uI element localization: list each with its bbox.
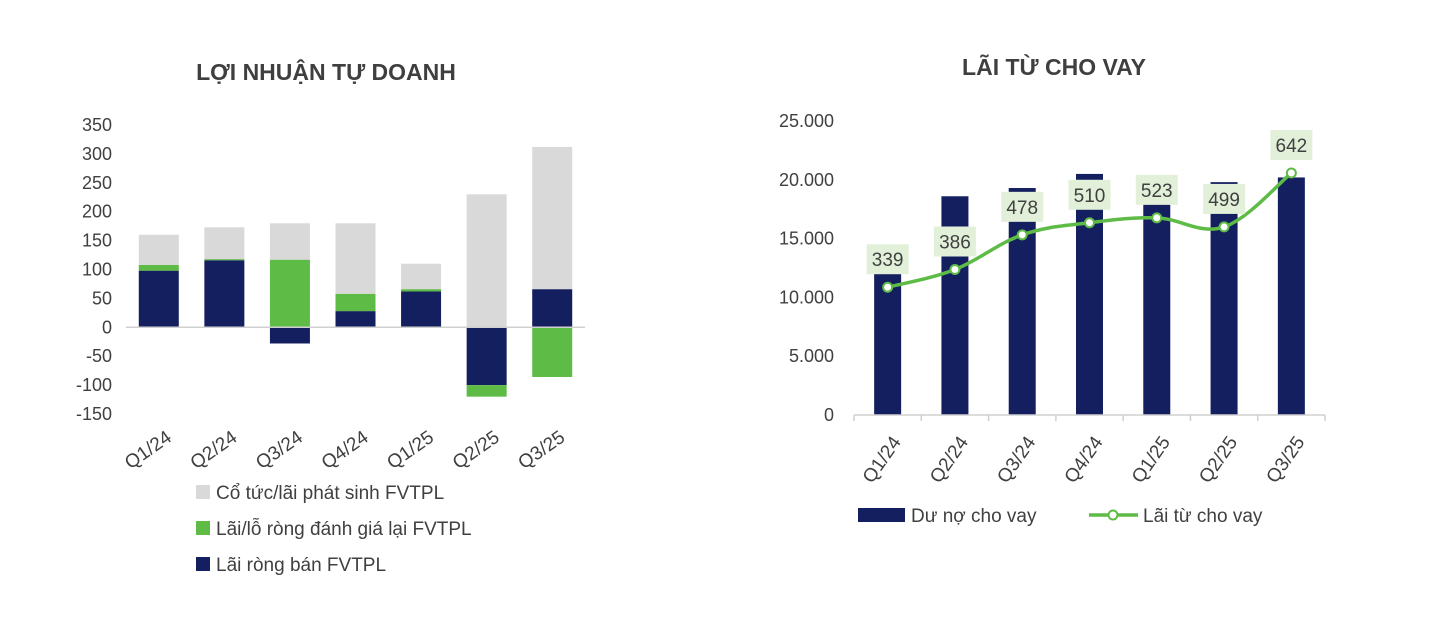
legend-label: Lãi ròng bán FVTPL: [216, 555, 386, 576]
bar-loan-balance: [1008, 188, 1036, 415]
legend-label: Dư nợ cho vay: [911, 506, 1037, 527]
chart-right-svg: LÃI TỪ CHO VAY 25.000 20.000 15.000 10.000 5…: [779, 53, 1326, 527]
y-tick-label: -100: [76, 375, 112, 395]
data-label-bg: [933, 226, 976, 257]
x-tick-label: Q2/24: [926, 432, 973, 487]
line-marker: [1016, 229, 1028, 241]
chart-title: LÃI TỪ CHO VAY: [962, 53, 1146, 80]
line-marker: [1151, 212, 1163, 224]
y-tick-label: 5.000: [789, 346, 834, 366]
bar-loan-balance: [1143, 175, 1171, 415]
data-label-bg: [1203, 183, 1246, 214]
bar-segment: [335, 223, 376, 294]
chart-title: LỢI NHUẬN TỰ DOANH: [196, 58, 456, 85]
chart-lending-interest: LÃI TỪ CHO VAY 25.000 20.000 15.000 10.000 5…: [728, 0, 1456, 619]
legend-label: Cổ tức/lãi phát sinh FVTPL: [216, 483, 444, 504]
bar-segment: [532, 146, 573, 290]
data-label: 478: [1006, 198, 1038, 219]
legend-swatch: [196, 557, 210, 571]
bar-segment: [269, 259, 310, 328]
bar-segment: [269, 327, 310, 344]
bar-segment: [204, 260, 245, 328]
bar-loan-balance: [1076, 173, 1103, 415]
bar-segment: [204, 227, 245, 260]
legend-swatch: [196, 521, 210, 535]
x-tick-label: Q2/25: [449, 427, 503, 474]
y-tick-label: 20.000: [779, 170, 834, 190]
line-marker: [1218, 221, 1230, 233]
y-tick-label: 350: [82, 115, 112, 135]
x-tick-label: Q1/25: [383, 427, 437, 474]
y-tick-label: 250: [82, 173, 112, 193]
line-marker: [882, 281, 894, 293]
data-label: 339: [872, 250, 904, 271]
data-label: 523: [1141, 181, 1173, 202]
bar-loan-balance: [874, 248, 902, 415]
y-tick-label: -50: [86, 346, 112, 366]
bar-segment: [269, 223, 310, 260]
chart-left-svg: LỢI NHUẬN TỰ DOANH 350 300 250 200 150 100 50 0…: [76, 58, 585, 576]
y-tick-label: 25.000: [779, 111, 834, 131]
bar-segment: [401, 263, 442, 290]
y-tick-label: 0: [102, 317, 112, 337]
data-label: 499: [1208, 190, 1240, 211]
x-tick-label: Q3/24: [993, 432, 1040, 487]
y-tick-label: 200: [82, 202, 112, 222]
x-tick-label: Q1/24: [121, 427, 176, 474]
line-marker: [949, 264, 961, 276]
legend-label: Lãi từ cho vay: [1143, 506, 1263, 527]
bar-segment: [466, 327, 507, 386]
x-tick-label: Q1/25: [1128, 433, 1175, 487]
bar-segment: [335, 311, 376, 328]
data-label: 386: [939, 233, 971, 254]
y-tick-label: 100: [82, 260, 112, 280]
legend-swatch-bar: [858, 508, 905, 522]
bar-segment: [335, 293, 376, 312]
data-label-bg: [1001, 191, 1044, 222]
bar-segment: [138, 270, 179, 328]
line-marker: [1084, 217, 1095, 229]
bar-segment: [138, 264, 179, 271]
line-marker: [1285, 167, 1297, 179]
y-tick-label: 0: [824, 405, 834, 425]
bar-segment: [532, 327, 573, 378]
y-tick-label: 300: [82, 144, 112, 164]
x-tick-label: Q2/25: [1195, 433, 1242, 487]
legend-marker: [1107, 509, 1119, 521]
bar-loan-balance: [1277, 177, 1305, 415]
data-label-bg: [1135, 174, 1178, 205]
x-tick-label: Q3/24: [252, 427, 307, 474]
x-tick-label: Q3/25: [515, 427, 569, 474]
x-tick-label: Q3/25: [1263, 433, 1310, 487]
y-tick-label: 50: [92, 288, 112, 308]
data-label-bg: [866, 244, 909, 275]
x-tick-label: Q2/24: [187, 427, 242, 474]
bar-segment: [401, 291, 442, 328]
bar-segment: [466, 194, 507, 328]
y-tick-label: 150: [82, 231, 112, 251]
bar-segment: [204, 259, 245, 261]
data-label: 642: [1276, 136, 1308, 157]
legend-swatch: [196, 485, 210, 499]
x-tick-label: Q1/24: [859, 432, 906, 487]
data-label-bg: [1068, 179, 1111, 210]
y-tick-label: 10.000: [779, 287, 834, 307]
bar-segment: [532, 289, 573, 328]
bar-segment: [138, 234, 179, 265]
x-tick-label: Q4/24: [318, 427, 373, 474]
data-label: 510: [1074, 186, 1106, 207]
x-tick-label: Q4/24: [1061, 432, 1108, 487]
chart-proprietary-trading-profit: LỢI NHUẬN TỰ DOANH 350 300 250 200 150 100 50 0…: [76, 58, 585, 576]
y-tick-label: 15.000: [779, 229, 834, 249]
bar-loan-balance: [1210, 182, 1238, 415]
y-tick-label: -150: [76, 404, 112, 424]
bar-segment: [401, 289, 442, 292]
bar-segment: [466, 385, 507, 397]
data-label-bg: [1270, 130, 1313, 161]
legend-label: Lãi/lỗ ròng đánh giá lại FVTPL: [216, 518, 472, 540]
